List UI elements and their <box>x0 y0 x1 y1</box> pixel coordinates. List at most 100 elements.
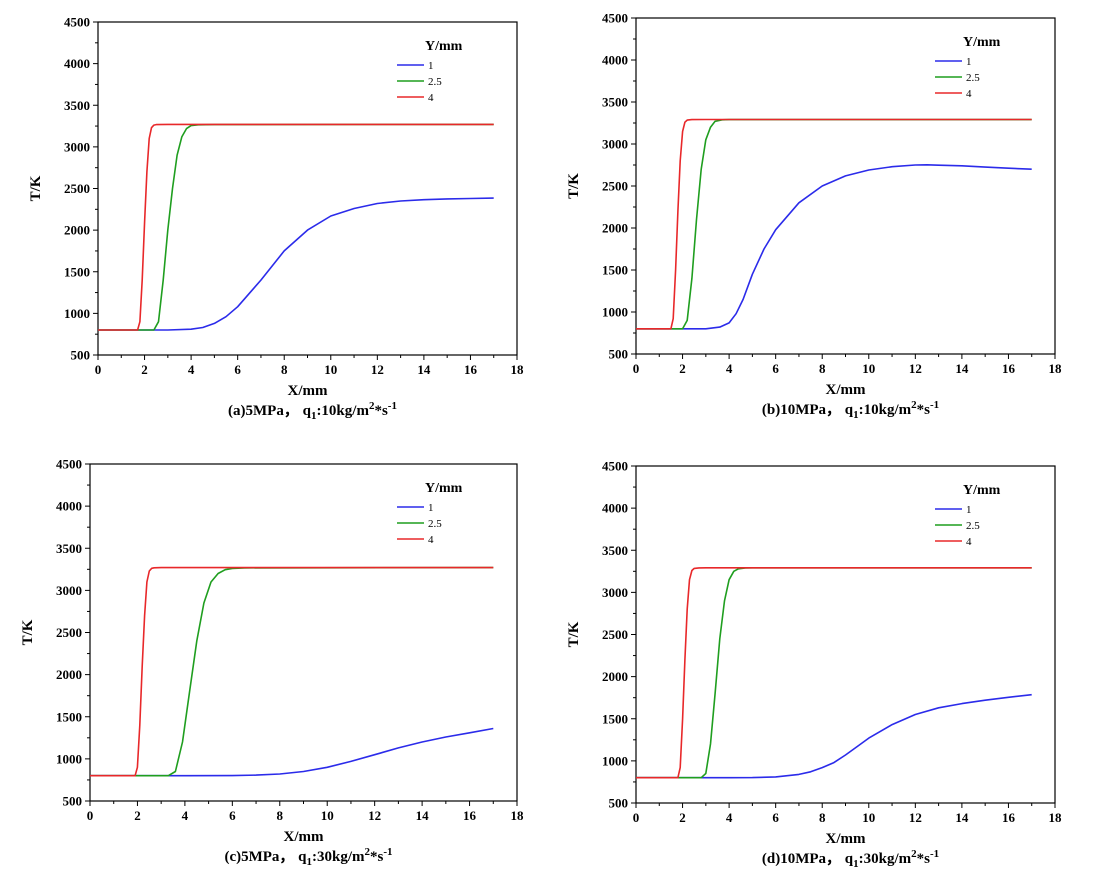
x-tick-label: 6 <box>229 808 236 823</box>
series-line-1 <box>636 693 1032 779</box>
x-axis-title: X/mm <box>826 382 866 398</box>
panel-caption: (d)10MPa， q1:30kg/m2*s-1 <box>762 848 939 870</box>
caption-superscript: -1 <box>388 400 397 412</box>
caption-superscript: -1 <box>930 399 939 411</box>
x-tick-label: 16 <box>1002 361 1016 376</box>
x-tick-label: 12 <box>368 808 381 823</box>
x-tick-label: 14 <box>416 808 430 823</box>
x-tick-label: 6 <box>234 362 241 377</box>
y-tick-label: 500 <box>609 796 629 811</box>
y-tick-label: 2500 <box>56 625 82 640</box>
legend-label: 4 <box>966 536 972 548</box>
legend-title: Y/mm <box>963 483 1001 498</box>
y-tick-label: 2000 <box>64 223 90 238</box>
chart-panel-2: 0 2 4 6 8 10 12 14 16 185001000150020002500300035… <box>566 11 1062 422</box>
x-tick-label: 12 <box>909 810 922 825</box>
y-tick-label: 500 <box>71 348 91 363</box>
y-tick-label: 4500 <box>56 457 82 472</box>
x-tick-label: 2 <box>679 361 686 376</box>
caption-superscript: 2 <box>365 846 371 858</box>
series-line-2.5 <box>90 566 494 777</box>
caption-superscript: -1 <box>383 846 392 858</box>
x-axis-title: X/mm <box>826 831 866 847</box>
series-line-2.5 <box>636 118 1032 330</box>
series-line-1 <box>98 197 494 331</box>
caption-subscript: 1 <box>853 409 859 421</box>
y-axis-title: T/K <box>566 173 582 199</box>
legend-label: 4 <box>428 92 434 104</box>
x-tick-label: 8 <box>277 808 284 823</box>
x-axis-title: X/mm <box>288 383 328 399</box>
y-tick-label: 4000 <box>64 56 90 71</box>
caption-main: (b)10MPa， q <box>762 402 854 418</box>
caption-superscript: 2 <box>369 400 375 412</box>
caption-superscript: 2 <box>911 848 917 860</box>
legend-label: 4 <box>428 534 434 546</box>
plot-frame <box>89 463 518 802</box>
caption-mid2: *s <box>370 849 384 865</box>
x-tick-label: 12 <box>371 362 384 377</box>
x-tick-label: 8 <box>819 361 826 376</box>
legend-label: 2.5 <box>966 520 980 532</box>
y-tick-label: 3000 <box>602 137 628 152</box>
y-tick-label: 3500 <box>56 541 82 556</box>
series-line-4 <box>90 566 494 777</box>
series-line-4 <box>636 118 1032 330</box>
x-tick-label: 6 <box>772 361 779 376</box>
caption-mid2: *s <box>917 851 931 867</box>
legend-title: Y/mm <box>963 35 1001 50</box>
y-axis-title: T/K <box>28 175 44 201</box>
caption-mid: :30kg/m <box>859 851 912 867</box>
x-tick-label: 16 <box>1002 810 1016 825</box>
x-tick-label: 14 <box>955 810 969 825</box>
x-tick-label: 12 <box>909 361 922 376</box>
chart-panel-3: 0 2 4 6 8 10 12 14 16 185001000150020002500300035… <box>20 457 524 869</box>
y-tick-label: 2000 <box>602 669 628 684</box>
series-line-1 <box>90 727 494 777</box>
y-tick-label: 3500 <box>64 98 90 113</box>
legend-label: 1 <box>428 60 434 72</box>
x-tick-label: 0 <box>95 362 102 377</box>
legend-label: 1 <box>428 502 434 514</box>
caption-mid2: *s <box>917 402 931 418</box>
y-axis-title: T/K <box>20 619 36 645</box>
x-tick-label: 18 <box>1049 361 1063 376</box>
y-tick-label: 3500 <box>602 543 628 558</box>
legend-label: 2.5 <box>428 76 442 88</box>
x-tick-label: 14 <box>955 361 969 376</box>
caption-mid: :30kg/m <box>312 849 365 865</box>
panel-caption: (a)5MPa， q1:10kg/m2*s-1 <box>228 400 397 422</box>
caption-subscript: 1 <box>853 858 859 870</box>
y-tick-label: 4000 <box>602 501 628 516</box>
x-tick-label: 4 <box>182 808 189 823</box>
caption-main: (a)5MPa， q <box>228 403 312 419</box>
x-tick-label: 6 <box>772 810 779 825</box>
caption-subscript: 1 <box>311 410 317 422</box>
y-tick-label: 4500 <box>602 459 628 474</box>
y-tick-label: 1500 <box>602 711 628 726</box>
caption-subscript: 1 <box>307 856 313 868</box>
x-tick-label: 2 <box>141 362 148 377</box>
y-tick-label: 500 <box>63 794 83 809</box>
y-tick-label: 1000 <box>602 753 628 768</box>
y-tick-label: 2500 <box>64 181 90 196</box>
x-tick-label: 10 <box>321 808 334 823</box>
x-axis-title: X/mm <box>284 829 324 845</box>
series-line-4 <box>636 566 1032 779</box>
legend-label: 1 <box>966 56 972 68</box>
x-tick-label: 10 <box>862 361 875 376</box>
x-tick-label: 8 <box>819 810 826 825</box>
y-tick-label: 2000 <box>56 667 82 682</box>
y-tick-label: 1500 <box>56 709 82 724</box>
caption-superscript: 2 <box>911 399 917 411</box>
x-tick-label: 0 <box>633 810 640 825</box>
y-tick-label: 4500 <box>64 15 90 30</box>
y-tick-label: 1000 <box>64 306 90 321</box>
caption-main: (d)10MPa， q <box>762 851 854 867</box>
x-tick-label: 0 <box>633 361 640 376</box>
x-tick-label: 18 <box>511 808 525 823</box>
legend-title: Y/mm <box>425 39 463 54</box>
caption-main: (c)5MPa， q <box>224 849 307 865</box>
caption-mid: :10kg/m <box>316 403 369 419</box>
y-tick-label: 500 <box>609 347 629 362</box>
